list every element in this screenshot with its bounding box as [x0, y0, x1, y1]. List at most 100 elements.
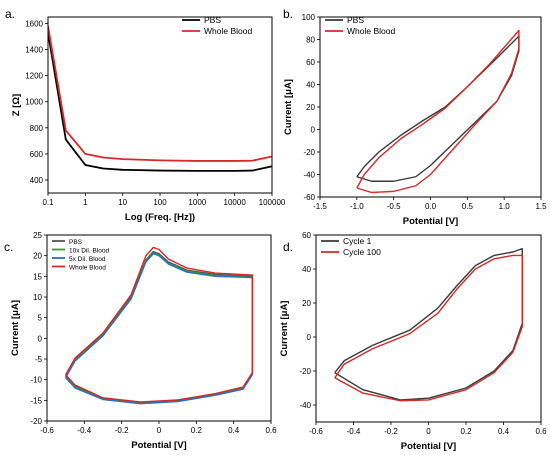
legend-label: PBS: [204, 15, 221, 25]
y-tick-label: 600: [30, 150, 44, 159]
y-tick-label: 60: [302, 231, 311, 240]
y-tick-label: 400: [30, 176, 44, 185]
x-tick-label: 0.2: [460, 427, 472, 436]
x-tick-label: 0.5: [462, 202, 474, 211]
legend-label: Whole Blood: [347, 26, 395, 36]
legend-label: Cycle 100: [343, 247, 381, 257]
y-tick-label: 0: [311, 126, 316, 135]
y-tick-label: 1400: [25, 46, 43, 55]
y-tick-label: 25: [33, 231, 42, 240]
panel-label: b.: [283, 7, 293, 21]
y-tick-label: 0: [38, 334, 43, 343]
x-tick-label: 1000: [188, 198, 206, 207]
x-axis-label: Potential [V]: [131, 440, 186, 451]
x-axis-label: Log (Freq. [Hz]): [125, 212, 195, 223]
x-tick-label: 0.2: [191, 426, 203, 435]
y-axis-label: Current [μA]: [279, 301, 290, 357]
x-tick-label: -0.6: [40, 426, 54, 435]
y-tick-label: 800: [30, 124, 44, 133]
y-tick-label: 1600: [25, 20, 43, 29]
legend-label: PBS: [347, 15, 364, 25]
y-axis-label: Current [μA]: [283, 79, 294, 135]
plot-frame: [47, 16, 273, 194]
y-tick-label: -20: [30, 417, 42, 426]
y-tick-label: -40: [299, 401, 311, 410]
y-tick-label: -20: [303, 148, 315, 157]
series-line-a-1: [48, 25, 272, 162]
series-line-c-1: [65, 252, 254, 404]
y-tick-label: -5: [35, 355, 43, 364]
y-tick-label: -20: [299, 367, 311, 376]
series-line-d-1: [334, 254, 523, 402]
y-tick-label: 0: [307, 333, 312, 342]
plot-frame: [315, 234, 542, 423]
x-tick-label: 0.6: [535, 427, 547, 436]
x-tick-label: 0.1: [42, 198, 54, 207]
x-tick-label: 0.4: [228, 426, 240, 435]
series-line-c-2: [65, 252, 254, 405]
y-tick-label: -60: [303, 193, 315, 202]
series-line-b-1: [356, 29, 520, 194]
y-tick-label: -40: [303, 171, 315, 180]
x-tick-label: 1.5: [535, 202, 547, 211]
y-axis-label: Current [μA]: [10, 300, 21, 356]
chart-panel-a: 0.1 1 10 100 1000 10000 100000 400 600 800 1000 120…: [5, 7, 286, 223]
x-tick-label: 0.0: [425, 202, 437, 211]
y-tick-label: 1000: [25, 98, 43, 107]
y-tick-label: 100: [302, 13, 316, 22]
x-tick-label: -0.6: [309, 427, 323, 436]
legend-label: Cycle 1: [343, 236, 372, 246]
x-tick-label: 0.4: [498, 427, 510, 436]
series-line-c-3: [65, 246, 254, 403]
y-tick-label: 80: [306, 36, 315, 45]
x-tick-label: -0.2: [384, 427, 398, 436]
y-tick-label: 20: [306, 103, 315, 112]
x-tick-label: 0: [157, 426, 162, 435]
chart-panel-c: -0.6 -0.4 -0.2 0 0.2 0.4 0.6 -20 -15 -10 -5 0 5 10 15 2…: [4, 231, 277, 451]
x-tick-label: -0.4: [347, 427, 361, 436]
y-tick-label: 15: [33, 272, 42, 281]
x-tick-label: 10: [118, 198, 127, 207]
y-axis-label: Z [Ω]: [11, 94, 22, 116]
legend-label: Whole Blood: [69, 265, 106, 272]
y-tick-label: 20: [302, 299, 311, 308]
panel-label: d.: [283, 240, 293, 254]
y-tick-label: 10: [33, 293, 42, 302]
series-line-d-0: [334, 247, 523, 401]
x-tick-label: 100000: [259, 198, 286, 207]
x-tick-label: 1.0: [499, 202, 511, 211]
x-tick-label: -0.2: [115, 426, 129, 435]
chart-panel-d: -0.6 -0.4 -0.2 0 0.2 0.4 0.6 -40 -20 0 20 40 60 Poten…: [279, 231, 547, 452]
panel-label: a.: [5, 7, 15, 21]
x-axis-label: Potential [V]: [403, 216, 458, 227]
y-tick-label: 60: [306, 58, 315, 67]
legend-label: 10x Dil. Blood: [69, 248, 109, 255]
x-tick-label: -1.5: [313, 202, 327, 211]
panel-label: c.: [4, 240, 13, 254]
x-axis-label: Potential [V]: [401, 441, 456, 452]
legend-label: PBS: [69, 239, 83, 246]
x-tick-label: -0.4: [77, 426, 91, 435]
series-line-a-0: [48, 32, 272, 172]
x-tick-label: 10000: [224, 198, 247, 207]
y-tick-label: -15: [30, 396, 42, 405]
legend-label: Whole Blood: [204, 26, 252, 36]
x-tick-label: 0.6: [265, 426, 277, 435]
y-tick-label: -10: [30, 376, 42, 385]
x-tick-label: -0.5: [387, 202, 401, 211]
legend-label: 5x Dil. Blood: [69, 256, 106, 263]
y-tick-label: 20: [33, 252, 42, 261]
x-tick-label: 0: [426, 427, 431, 436]
x-tick-label: -1.0: [350, 202, 364, 211]
x-tick-label: 1: [83, 198, 88, 207]
chart-panel-b: -1.5 -1.0 -0.5 0.0 0.5 1.0 1.5 -60 -40 -20 0 20 40 60…: [283, 7, 547, 227]
y-tick-label: 40: [302, 265, 311, 274]
x-tick-label: 100: [153, 198, 167, 207]
y-tick-label: 1200: [25, 72, 43, 81]
y-tick-label: 5: [38, 314, 43, 323]
